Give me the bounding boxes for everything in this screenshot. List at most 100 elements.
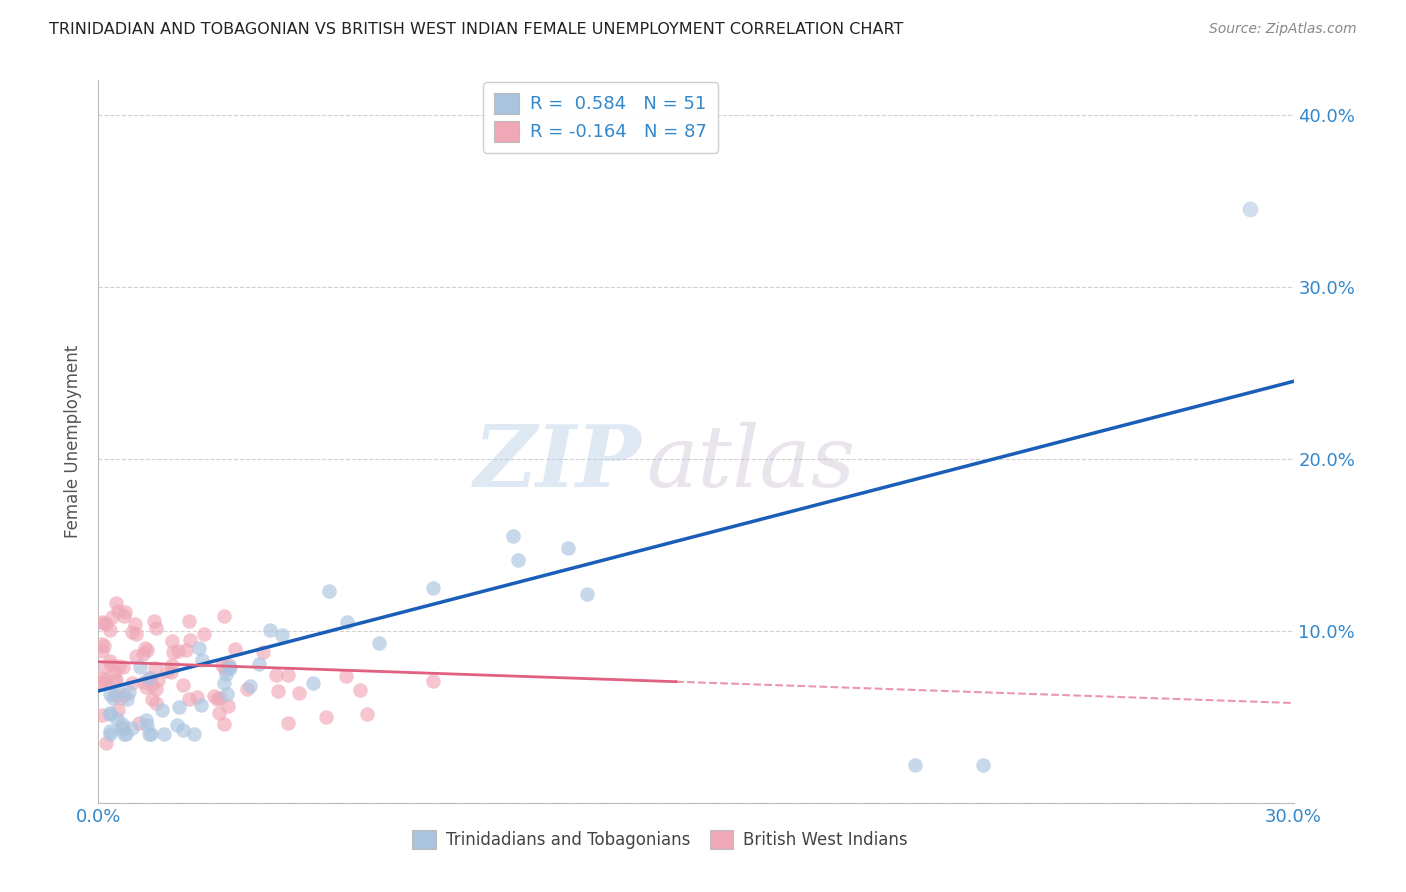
Point (115, 692, 138, 706)
Point (236, 681, 259, 696)
Point (179, 614, 201, 628)
Point (205, 691, 228, 706)
Point (91, 644, 114, 658)
Point (143, 661, 166, 675)
Point (186, 690, 208, 705)
Point (211, 657, 233, 672)
Point (93, 639, 115, 653)
Point (336, 615, 359, 630)
Point (502, 529, 524, 543)
Point (315, 710, 337, 724)
Point (100, 610, 122, 624)
Point (114, 727, 136, 741)
Point (215, 667, 238, 681)
Text: TRINIDADIAN AND TOBAGONIAN VS BRITISH WEST INDIAN FEMALE UNEMPLOYMENT CORRELATIO: TRINIDADIAN AND TOBAGONIAN VS BRITISH WE… (49, 22, 904, 37)
Point (96, 736, 118, 750)
Point (193, 627, 215, 641)
Point (104, 688, 127, 702)
Point (138, 727, 160, 741)
Point (214, 662, 236, 676)
Point (132, 647, 155, 661)
Point (156, 664, 179, 678)
Point (160, 658, 183, 673)
Point (94, 673, 117, 687)
Point (112, 720, 135, 734)
Point (215, 687, 238, 701)
Point (124, 617, 146, 632)
Point (110, 690, 132, 705)
Point (557, 541, 579, 555)
Point (118, 685, 141, 699)
Point (218, 660, 240, 674)
Point (98, 654, 121, 668)
Point (349, 683, 371, 698)
Point (267, 684, 290, 698)
Point (259, 623, 281, 637)
Point (904, 758, 927, 772)
Point (104, 665, 127, 679)
Point (212, 609, 235, 624)
Point (138, 671, 160, 685)
Point (224, 641, 246, 656)
Point (121, 721, 143, 735)
Point (125, 627, 148, 641)
Point (114, 606, 136, 620)
Point (105, 673, 128, 687)
Point (166, 717, 188, 731)
Point (107, 604, 129, 618)
Point (212, 717, 235, 731)
Point (91, 671, 114, 685)
Point (212, 675, 235, 690)
Point (98, 706, 122, 721)
Point (141, 678, 163, 692)
Point (575, 587, 598, 601)
Point (508, 553, 530, 567)
Point (125, 648, 148, 663)
Point (141, 692, 163, 706)
Point (108, 684, 131, 698)
Point (247, 657, 270, 671)
Point (98, 706, 122, 721)
Point (217, 698, 239, 713)
Point (105, 712, 128, 726)
Text: ZIP: ZIP (474, 421, 643, 505)
Point (277, 716, 299, 731)
Point (91, 637, 114, 651)
Point (356, 706, 378, 721)
Point (107, 703, 129, 717)
Point (143, 614, 166, 628)
Point (172, 723, 194, 738)
Point (422, 673, 444, 688)
Point (136, 642, 159, 657)
Point (277, 668, 299, 682)
Point (134, 641, 156, 656)
Point (271, 628, 294, 642)
Point (318, 584, 340, 599)
Point (115, 727, 138, 741)
Point (93, 615, 115, 630)
Point (148, 673, 170, 687)
Text: Source: ZipAtlas.com: Source: ZipAtlas.com (1209, 22, 1357, 37)
Point (98, 624, 121, 638)
Point (145, 681, 167, 696)
Point (302, 676, 325, 690)
Y-axis label: Female Unemployment: Female Unemployment (65, 345, 83, 538)
Point (139, 672, 162, 686)
Point (94, 660, 117, 674)
Point (98, 727, 122, 741)
Point (112, 660, 135, 674)
Point (135, 718, 157, 732)
Point (169, 700, 191, 714)
Point (132, 675, 155, 690)
Point (94, 617, 117, 632)
Point (111, 723, 134, 737)
Point (162, 645, 184, 659)
Point (219, 661, 242, 675)
Point (208, 706, 231, 720)
Point (112, 688, 135, 702)
Point (172, 678, 194, 692)
Point (98, 686, 122, 700)
Point (177, 691, 200, 706)
Point (121, 676, 143, 690)
Point (108, 659, 131, 673)
